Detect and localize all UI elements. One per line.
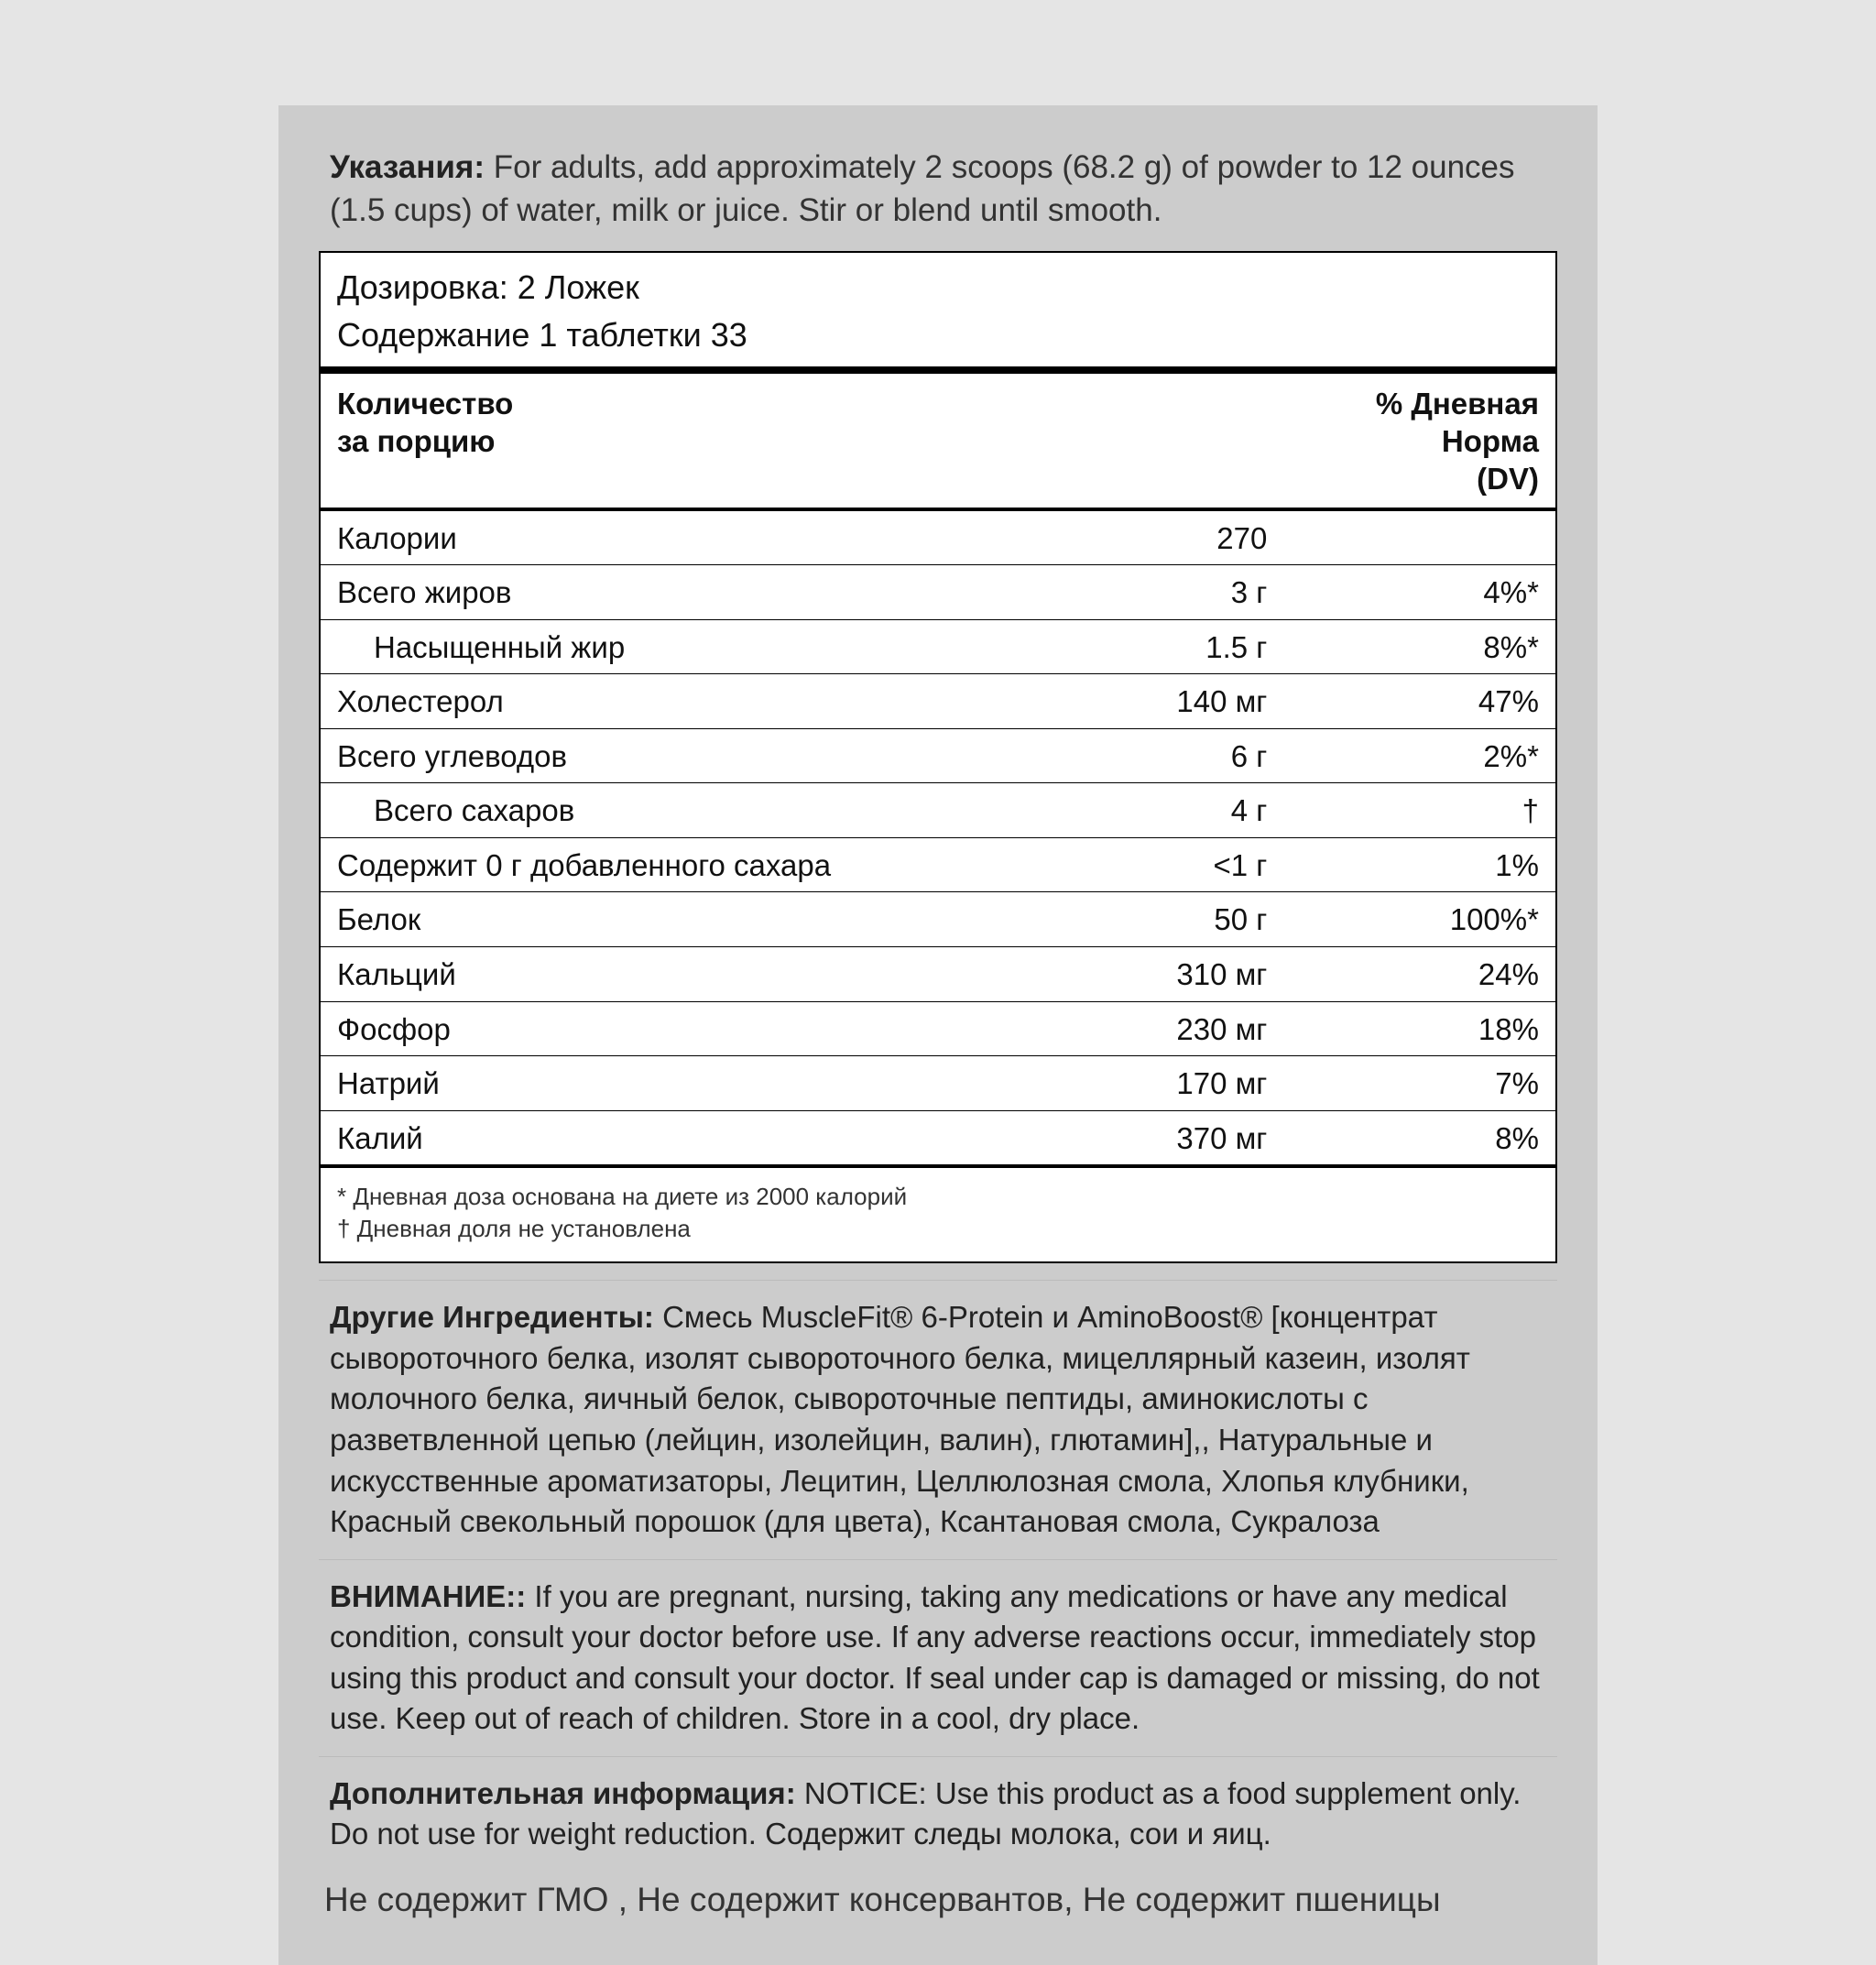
nutrient-amount: 1.5 г — [1034, 628, 1274, 669]
additional-info-label: Дополнительная информация: — [330, 1776, 796, 1810]
nutrient-name: Натрий — [337, 1064, 1034, 1105]
nutrient-amount: 230 мг — [1034, 1010, 1274, 1051]
nutrient-dv: 100%* — [1274, 900, 1539, 941]
nutrition-row: Насыщенный жир1.5 г8%* — [321, 620, 1555, 675]
nutrition-row: Натрий170 мг7% — [321, 1056, 1555, 1111]
nutrient-amount: 4 г — [1034, 791, 1274, 832]
nutrition-row: Фосфор230 мг18% — [321, 1002, 1555, 1057]
header-spacer — [1034, 385, 1274, 498]
nutrient-dv: 8% — [1274, 1119, 1539, 1160]
footnotes: * Дневная доза основана на диете из 2000… — [321, 1168, 1555, 1261]
nutrient-amount: 310 мг — [1034, 955, 1274, 996]
nutrient-amount: 170 мг — [1034, 1064, 1274, 1105]
nutrient-dv: 4%* — [1274, 573, 1539, 614]
nutrient-name: Белок — [337, 900, 1034, 941]
nutrition-row: Белок50 г100%* — [321, 892, 1555, 947]
nutrition-rows: Калории270Всего жиров3 г4%*Насыщенный жи… — [321, 511, 1555, 1169]
other-ingredients-text: Смесь MuscleFit® 6-Protein и AminoBoost®… — [330, 1300, 1470, 1538]
nutrition-facts-box: Дозировка: 2 Ложек Содержание 1 таблетки… — [319, 251, 1557, 1264]
nutrient-name: Калории — [337, 519, 1034, 560]
header-amount-per-serving: Количествоза порцию — [337, 385, 1034, 498]
other-ingredients-paragraph: Другие Ингредиенты: Смесь MuscleFit® 6-P… — [319, 1280, 1557, 1542]
nutrient-dv: † — [1274, 791, 1539, 832]
nutrient-name: Насыщенный жир — [337, 628, 1034, 669]
servings-per-container: Содержание 1 таблетки 33 — [337, 311, 1539, 359]
header-daily-value: % ДневнаяНорма(DV) — [1274, 385, 1539, 498]
nutrient-amount: 50 г — [1034, 900, 1274, 941]
nutrient-dv: 7% — [1274, 1064, 1539, 1105]
nutrient-name: Содержит 0 г добавленного сахара — [337, 846, 1034, 887]
nutrient-dv: 2%* — [1274, 737, 1539, 778]
nutrient-name: Всего жиров — [337, 573, 1034, 614]
nutrient-dv: 24% — [1274, 955, 1539, 996]
nutrient-amount: 140 мг — [1034, 682, 1274, 723]
nutrition-row: Кальций310 мг24% — [321, 947, 1555, 1002]
footnote-dv-not-established: † Дневная доля не установлена — [337, 1213, 1539, 1245]
footnote-dv-basis: * Дневная доза основана на диете из 2000… — [337, 1181, 1539, 1213]
nutrient-amount: 370 мг — [1034, 1119, 1274, 1160]
nutrition-row: Всего углеводов6 г2%* — [321, 729, 1555, 784]
nutrient-name: Калий — [337, 1119, 1034, 1160]
table-header-row: Количествоза порцию % ДневнаяНорма(DV) — [321, 374, 1555, 511]
serving-block: Дозировка: 2 Ложек Содержание 1 таблетки… — [321, 253, 1555, 374]
nutrient-name: Всего сахаров — [337, 791, 1034, 832]
nutrition-row: Калий370 мг8% — [321, 1111, 1555, 1169]
product-claims: Не содержит ГМО , Не содержит консервант… — [319, 1855, 1557, 1919]
page: Указания: For adults, add approximately … — [0, 0, 1876, 1876]
nutrient-dv: 8%* — [1274, 628, 1539, 669]
serving-size: Дозировка: 2 Ложек — [337, 264, 1539, 311]
supplement-facts-panel: Указания: For adults, add approximately … — [278, 105, 1598, 1965]
directions-paragraph: Указания: For adults, add approximately … — [319, 146, 1557, 251]
nutrient-amount: <1 г — [1034, 846, 1274, 887]
other-ingredients-label: Другие Ингредиенты: — [330, 1300, 654, 1334]
warning-label: ВНИМАНИЕ:: — [330, 1579, 526, 1613]
additional-info-paragraph: Дополнительная информация: NOTICE: Use t… — [319, 1756, 1557, 1855]
nutrition-row: Калории270 — [321, 511, 1555, 566]
nutrient-amount: 270 — [1034, 519, 1274, 560]
directions-text: For adults, add approximately 2 scoops (… — [330, 149, 1515, 228]
nutrient-amount: 3 г — [1034, 573, 1274, 614]
nutrient-name: Фосфор — [337, 1010, 1034, 1051]
nutrient-amount: 6 г — [1034, 737, 1274, 778]
warning-paragraph: ВНИМАНИЕ:: If you are pregnant, nursing,… — [319, 1559, 1557, 1740]
nutrient-dv: 1% — [1274, 846, 1539, 887]
nutrient-name: Всего углеводов — [337, 737, 1034, 778]
nutrition-row: Содержит 0 г добавленного сахара<1 г1% — [321, 838, 1555, 893]
nutrition-row: Всего жиров3 г4%* — [321, 565, 1555, 620]
directions-label: Указания: — [330, 149, 485, 185]
nutrition-row: Холестерол140 мг47% — [321, 674, 1555, 729]
nutrient-dv: 18% — [1274, 1010, 1539, 1051]
nutrition-row: Всего сахаров4 г† — [321, 783, 1555, 838]
nutrient-dv: 47% — [1274, 682, 1539, 723]
nutrient-name: Кальций — [337, 955, 1034, 996]
nutrient-name: Холестерол — [337, 682, 1034, 723]
